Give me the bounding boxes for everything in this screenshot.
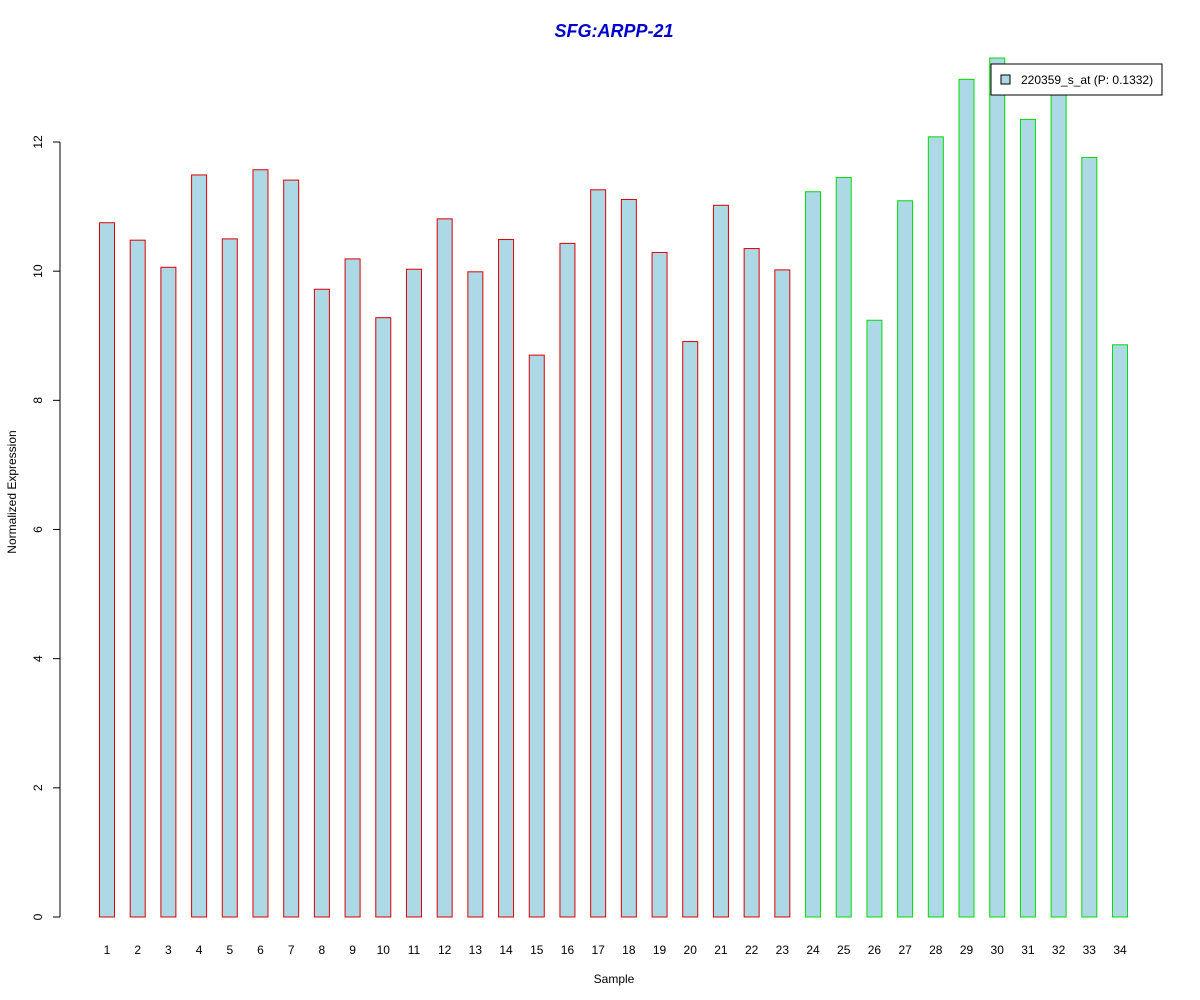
x-tick-label-22: 22 [745,943,759,957]
x-tick-label-5: 5 [226,943,233,957]
x-tick-label-17: 17 [591,943,605,957]
x-tick-label-27: 27 [898,943,912,957]
bar-sample-8 [313,288,330,918]
bars-group [99,57,1128,918]
bar-sample-10 [375,317,392,918]
x-tick-label-10: 10 [377,943,391,957]
bar-sample-16 [559,242,576,918]
x-tick-label-4: 4 [196,943,203,957]
x-tick-label-1: 1 [104,943,111,957]
x-tick-label-19: 19 [653,943,667,957]
x-tick-label-26: 26 [868,943,882,957]
bar-sample-7 [283,179,300,918]
x-tick-label-34: 34 [1113,943,1127,957]
bar-sample-18 [620,198,637,918]
x-tick-label-15: 15 [530,943,544,957]
y-tick-label: 4 [31,655,45,662]
bar-sample-32 [1050,87,1067,918]
x-tick-label-21: 21 [714,943,728,957]
bar-sample-29 [958,78,975,918]
y-axis: 0 2 4 6 8 10 12 [31,135,61,920]
bar-sample-2 [129,239,146,918]
bar-sample-31 [1019,118,1036,918]
bar-sample-24 [805,191,822,918]
y-tick-label: 0 [31,913,45,920]
x-tick-label-9: 9 [349,943,356,957]
x-tick-label-7: 7 [288,943,295,957]
x-tick-label-20: 20 [684,943,698,957]
bar-sample-33 [1081,157,1098,918]
legend-label: 220359_s_at (P: 0.1332) [1021,73,1153,87]
bar-sample-3 [160,266,177,918]
x-tick-label-12: 12 [438,943,452,957]
bar-sample-28 [927,136,944,918]
x-tick-label-31: 31 [1021,943,1035,957]
legend: 220359_s_at (P: 0.1332) [990,63,1163,96]
y-tick-label: 6 [31,526,45,533]
bar-sample-25 [835,177,852,918]
bar-sample-11 [405,268,422,918]
bar-sample-34 [1112,344,1128,918]
y-axis-label: Normalized Expression [5,430,19,553]
x-tick-labels: 1 2 3 4 5 6 7 8 9 10 11 12 13 14 15 16 17 18 19 20 21 22 23 24 2… [104,943,1127,957]
bar-sample-1 [99,222,115,918]
bar-sample-30 [989,57,1006,918]
x-axis-label: Sample [594,972,635,986]
bar-sample-6 [252,169,269,918]
x-tick-label-24: 24 [806,943,820,957]
y-tick-label: 12 [31,135,45,149]
x-tick-label-8: 8 [319,943,326,957]
x-tick-label-25: 25 [837,943,851,957]
y-tick-label: 2 [31,784,45,791]
x-tick-label-16: 16 [561,943,575,957]
x-tick-label-29: 29 [960,943,974,957]
bar-sample-21 [712,204,729,918]
x-tick-label-30: 30 [991,943,1005,957]
bar-sample-23 [774,269,791,918]
x-tick-label-32: 32 [1052,943,1066,957]
bar-sample-4 [191,174,208,918]
bar-sample-27 [897,200,914,918]
bar-sample-14 [498,239,515,918]
bar-sample-12 [436,218,453,918]
x-tick-label-23: 23 [776,943,790,957]
bar-sample-20 [682,341,699,918]
bar-sample-15 [528,354,545,918]
bar-sample-26 [866,319,883,918]
bar-sample-19 [651,251,668,918]
legend-box [990,63,1163,96]
x-tick-label-11: 11 [408,943,421,957]
bar-sample-22 [743,248,760,918]
x-tick-label-14: 14 [499,943,513,957]
chart-title: SFG:ARPP-21 [554,21,673,41]
x-tick-label-3: 3 [165,943,172,957]
x-tick-label-6: 6 [257,943,264,957]
bar-sample-5 [221,238,238,918]
bar-sample-9 [344,258,361,918]
x-tick-label-33: 33 [1083,943,1097,957]
x-tick-label-18: 18 [622,943,636,957]
y-tick-label: 10 [31,264,45,278]
x-tick-label-28: 28 [929,943,943,957]
legend-swatch [1000,74,1011,85]
y-tick-label: 8 [31,397,45,404]
x-tick-label-13: 13 [469,943,483,957]
x-tick-label-2: 2 [134,943,141,957]
bar-sample-13 [467,271,484,918]
bar-sample-17 [590,189,607,918]
